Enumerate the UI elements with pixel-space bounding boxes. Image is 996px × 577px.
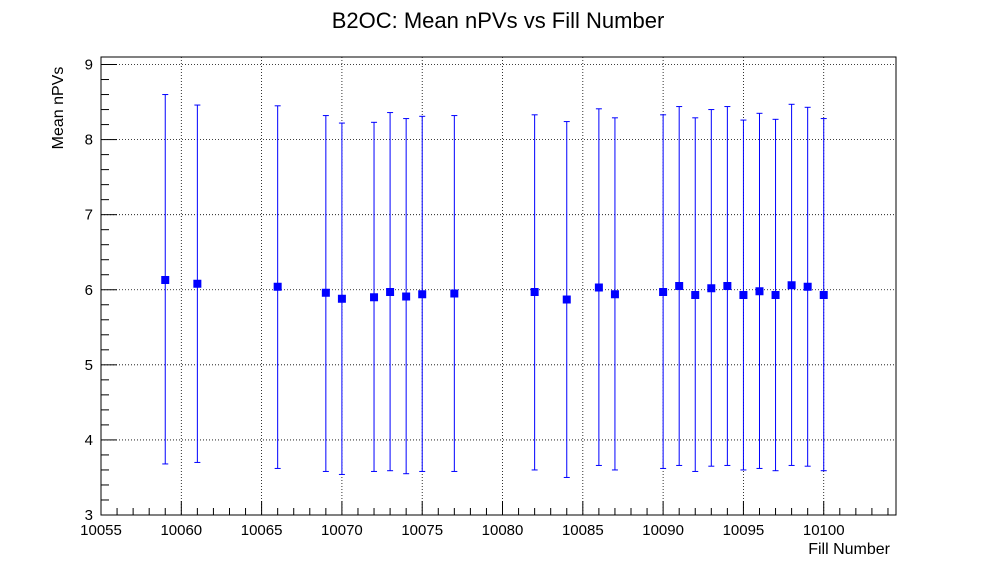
data-point [337,294,346,303]
data-point [691,291,700,300]
y-axis-label: Mean nPVs [50,67,67,150]
data-point [321,288,330,297]
data-point [771,291,780,300]
data-point [530,288,539,297]
plot-frame [100,56,897,516]
data-point [723,282,732,290]
data-point [787,281,796,290]
x-tick-label: 10075 [401,522,443,539]
data-point [659,288,668,297]
x-tick-label: 10085 [562,522,604,539]
y-tick-label: 6 [85,282,93,299]
data-point [610,290,619,299]
data-point [418,290,427,299]
x-tick-label: 10080 [482,522,524,539]
data-point [273,282,282,291]
data-point [803,282,812,291]
data-point [739,291,748,300]
x-tick-label: 10055 [80,522,122,539]
data-point [562,295,571,304]
data-point [161,275,170,284]
y-tick-label: 7 [85,207,93,224]
data-point [707,284,716,293]
data-point [370,293,379,302]
x-tick-label: 10065 [241,522,283,539]
x-tick-label: 10095 [723,522,765,539]
x-tick-label: 10070 [321,522,363,539]
y-tick-label: 5 [85,357,93,374]
data-point [755,287,764,296]
y-tick-label: 8 [85,132,93,149]
data-point [819,291,828,300]
grid [101,57,896,515]
x-axis-label: Fill Number [808,541,890,558]
data-point [450,289,459,298]
x-tick-label: 10090 [642,522,684,539]
y-tick-label: 9 [85,57,93,74]
x-tick-label: 10060 [160,522,202,539]
data-point [386,288,395,297]
x-tick-label: 10100 [803,522,845,539]
data-point [594,283,603,292]
axes: 10055 10060 10065 10070 10075 10080 10085 10090… [80,56,897,539]
data-point [193,279,202,288]
data-point [402,292,411,301]
data-markers [161,275,828,304]
data-point [675,282,684,290]
chart-title: B2OC: Mean nPVs vs Fill Number [332,8,665,33]
y-tick-label: 3 [85,507,93,524]
y-tick-label: 4 [85,432,93,449]
